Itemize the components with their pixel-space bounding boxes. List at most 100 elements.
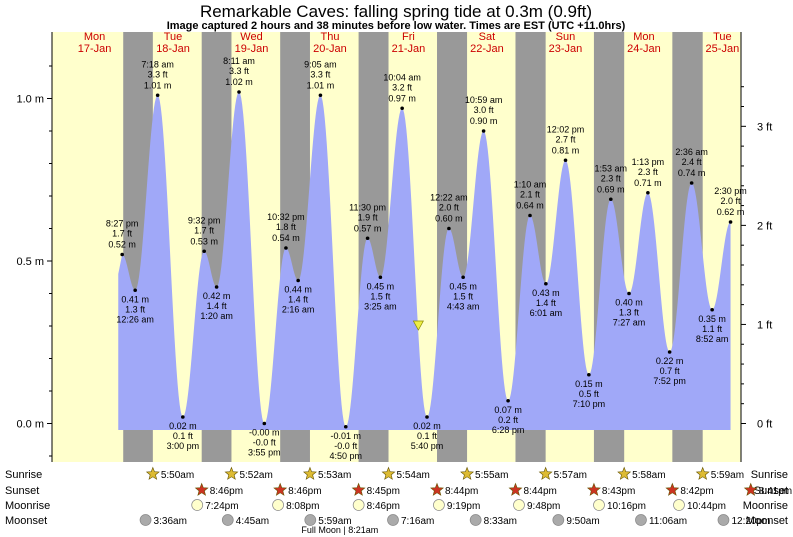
sunset-icon <box>665 482 680 496</box>
high-tide-time: 9:32 pm <box>188 215 221 225</box>
low-tide-metres: 0.02 m <box>169 421 197 431</box>
day-date: 24-Jan <box>627 43 661 55</box>
high-tide-point <box>202 249 206 254</box>
high-tide-point <box>481 129 486 133</box>
low-tide-point <box>587 372 591 377</box>
moonset-time: 11:06am <box>649 516 687 527</box>
low-tide-feet: 1.4 ft <box>207 301 228 311</box>
y-tick-label-ft: 2 ft <box>757 220 772 232</box>
high-tide-feet: 3.3 ft <box>310 69 331 79</box>
sunrise-icon <box>224 466 239 480</box>
y-tick-label-ft: 3 ft <box>757 121 772 133</box>
low-tide-point <box>710 307 714 312</box>
y-tick-label-m: 0.0 m <box>16 419 44 431</box>
moonrise-time: 10:44pm <box>687 501 726 512</box>
high-tide-metres: 1.01 m <box>307 80 335 90</box>
astro-row-label-left: Moonrise <box>5 500 50 512</box>
low-tide-point <box>425 415 429 419</box>
high-tide-metres: 0.60 m <box>435 214 463 224</box>
moonset-time: 12:20pm <box>731 516 770 527</box>
astro-row-label-right: Sunrise <box>751 469 788 481</box>
moonset-icon <box>304 514 317 526</box>
low-tide-metres: 0.45 m <box>449 281 477 291</box>
sunset-icon <box>508 482 523 496</box>
y-tick-label-m: 1.0 m <box>16 94 44 106</box>
moonset-time: 9:50am <box>566 516 599 527</box>
astro-row-label-left: Sunrise <box>5 469 42 481</box>
astro-row-label-right: Moonrise <box>743 500 788 512</box>
low-tide-time: 3:55 pm <box>248 448 281 458</box>
high-tide-time: 1:53 am <box>595 163 628 173</box>
low-tide-time: 1:20 am <box>200 311 233 321</box>
high-tide-feet: 1.9 ft <box>358 212 379 222</box>
low-tide-point <box>378 275 383 280</box>
high-tide-metres: 0.64 m <box>516 201 544 211</box>
sunrise-icon <box>617 466 632 480</box>
sunrise-time: 5:57am <box>554 470 587 481</box>
low-tide-metres: 0.44 m <box>284 285 312 295</box>
high-tide-metres: 0.53 m <box>190 236 218 246</box>
high-tide-point <box>563 158 568 163</box>
astro-row-label-left: Sunset <box>5 485 39 497</box>
moonrise-icon <box>272 499 284 511</box>
sunset-time: 8:42pm <box>680 486 713 497</box>
sunset-icon <box>586 482 601 496</box>
high-tide-feet: 2.0 ft <box>439 203 460 213</box>
sunrise-icon <box>145 466 160 480</box>
high-tide-point <box>237 90 241 94</box>
chart-subtitle: Image captured 2 hours and 38 minutes be… <box>167 20 626 32</box>
high-tide-time: 8:11 am <box>223 56 255 66</box>
low-tide-feet: 0.5 ft <box>579 389 600 399</box>
high-tide-point <box>284 246 288 250</box>
high-tide-time: 1:10 am <box>514 180 547 190</box>
moonset-icon <box>552 514 565 526</box>
sunset-time: 8:44pm <box>523 486 556 497</box>
low-tide-time: 7:10 pm <box>573 399 606 409</box>
day-name: Wed <box>240 31 262 43</box>
high-tide-time: 7:18 am <box>141 59 174 69</box>
current-tide-marker <box>412 320 424 331</box>
high-tide-metres: 0.74 m <box>678 168 706 178</box>
low-tide-metres: 0.35 m <box>698 314 726 324</box>
day-date: 19-Jan <box>235 43 269 55</box>
high-tide-time: 10:59 am <box>465 95 503 105</box>
high-tide-feet: 2.1 ft <box>520 190 541 200</box>
high-tide-point <box>646 190 650 195</box>
sunrise-time: 5:52am <box>239 470 272 481</box>
sunset-icon <box>743 482 758 496</box>
low-tide-time: 6:01 am <box>530 308 563 318</box>
astro-table: Sunrise Sunrise Sunset Sunset Moonrise Moonri… <box>5 466 792 535</box>
low-tide-feet: 1.5 ft <box>370 291 391 301</box>
low-tide-feet: -0.0 ft <box>334 441 358 451</box>
sunset-icon <box>194 482 209 496</box>
high-tide-metres: 1.02 m <box>225 77 253 87</box>
moonset-icon <box>717 514 730 526</box>
low-tide-feet: 0.7 ft <box>660 366 681 376</box>
moonset-icon <box>139 514 152 526</box>
low-tide-metres: 0.02 m <box>413 421 441 431</box>
low-tide-time: 7:27 am <box>613 318 646 328</box>
low-tide-time: 4:43 am <box>447 301 480 311</box>
moonset-icon <box>469 514 482 526</box>
low-tide-feet: 1.4 ft <box>288 295 309 305</box>
sunrise-icon <box>695 466 710 480</box>
sunset-time: 8:46pm <box>288 486 321 497</box>
high-tide-feet: 3.3 ft <box>229 66 250 76</box>
high-tide-metres: 1.01 m <box>144 80 172 90</box>
sunset-icon <box>430 482 444 496</box>
low-tide-feet: 1.5 ft <box>453 291 474 301</box>
low-tide-point <box>506 398 510 403</box>
moonrise-time: 9:48pm <box>527 501 560 512</box>
high-tide-metres: 0.52 m <box>108 240 136 250</box>
moonrise-time: 8:46pm <box>367 501 400 512</box>
moonrise-icon <box>513 499 525 511</box>
full-moon-note: Full Moon | 8:21am <box>301 525 378 535</box>
day-labels: Mon17-JanTue18-JanWed19-JanThu20-JanFri2… <box>78 31 739 55</box>
low-tide-feet: 1.1 ft <box>702 324 723 334</box>
low-tide-point <box>296 278 300 283</box>
low-tide-metres: 0.15 m <box>575 379 603 389</box>
sunset-icon <box>273 482 288 496</box>
day-date: 17-Jan <box>78 43 112 55</box>
low-tide-metres: 0.42 m <box>203 291 231 301</box>
